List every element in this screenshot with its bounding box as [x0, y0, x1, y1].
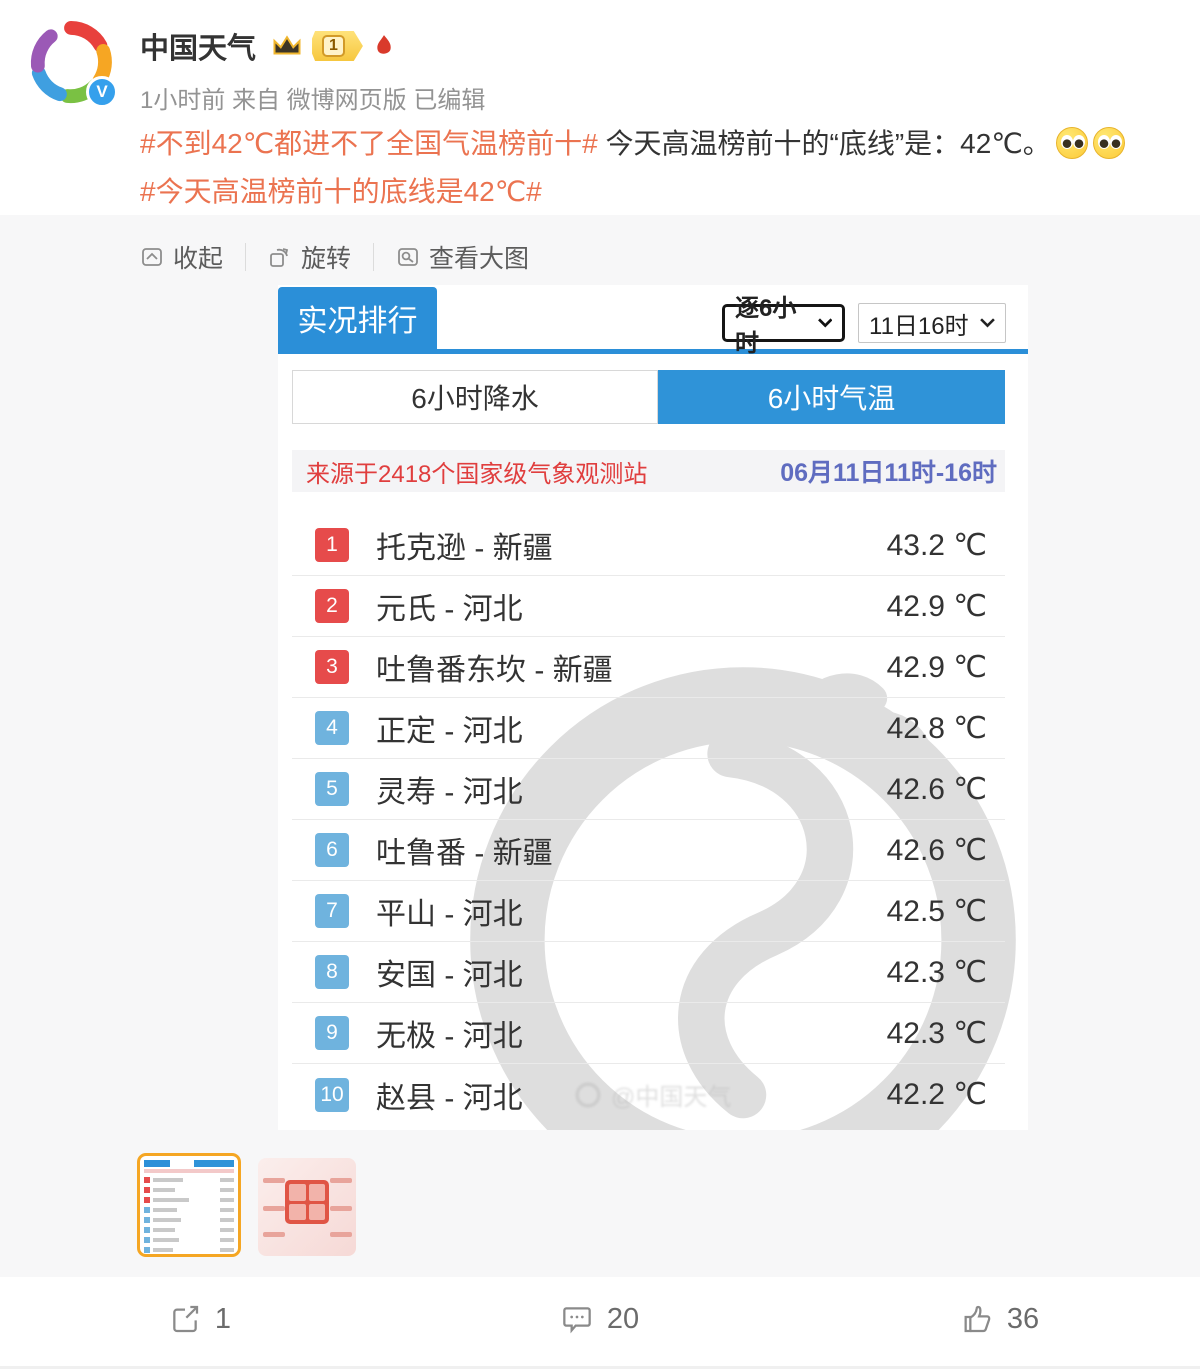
- table-row: 9 无极 - 河北 42.3 ℃: [292, 1003, 1005, 1064]
- metric-toggle: 6小时降水 6小时气温: [292, 370, 1005, 424]
- rank-badge: 5: [315, 772, 349, 806]
- action-bar: 1 20 36: [0, 1284, 1200, 1354]
- station-name: 赵县 - 河北: [376, 1081, 523, 1115]
- temperature-value: 42.8 ℃: [886, 711, 987, 745]
- collapse-button[interactable]: 收起: [140, 239, 223, 275]
- collapse-label: 收起: [173, 245, 224, 273]
- like-count: 36: [1006, 1302, 1040, 1335]
- temperature-value: 42.6 ℃: [886, 772, 987, 806]
- thumbnail-2[interactable]: [258, 1158, 356, 1256]
- chevron-down-icon: [980, 318, 995, 328]
- level-badge: 1: [312, 31, 363, 61]
- table-row: 3 吐鲁番东坎 - 新疆 42.9 ℃: [292, 637, 1005, 698]
- rank-badge: 10: [315, 1077, 349, 1112]
- toolbar-divider: [245, 243, 247, 271]
- station-name: 安国 - 河北: [376, 959, 523, 992]
- post-divider: [0, 1366, 1200, 1369]
- table-row: 8 安国 - 河北 42.3 ℃: [292, 942, 1005, 1003]
- toolbar-divider: [373, 243, 375, 271]
- table-row: 2 元氏 - 河北 42.9 ℃: [292, 576, 1005, 637]
- station-name: 正定 - 河北: [376, 715, 523, 748]
- post-body-text: 今天高温榜前十的“底线”是：42℃。: [605, 128, 1051, 159]
- rotate-button[interactable]: 旋转: [268, 239, 351, 275]
- tab-live-ranking[interactable]: 实况排行: [278, 287, 437, 349]
- post-meta[interactable]: 1小时前 来自 微博网页版 已编辑: [140, 87, 486, 114]
- table-row: 4 正定 - 河北 42.8 ℃: [292, 698, 1005, 759]
- rotate-icon: [270, 248, 289, 267]
- interval-select[interactable]: 逐6小时: [722, 295, 845, 357]
- rank-badge: 7: [315, 894, 349, 928]
- share-count: 1: [214, 1302, 232, 1335]
- interval-select-value: 逐6小时: [735, 295, 797, 357]
- temperature-value: 42.9 ℃: [886, 589, 987, 623]
- author-name[interactable]: 中国天气: [140, 33, 257, 65]
- rank-badge: 3: [315, 650, 349, 684]
- source-row: 来源于2418个国家级气象观测站 06月11日11时-16时: [292, 450, 1005, 492]
- data-source-label: 来源于2418个国家级气象观测站: [306, 460, 648, 488]
- thumbnail-1-selected[interactable]: [137, 1153, 241, 1257]
- verified-badge-icon: V: [86, 76, 118, 108]
- temperature-value: 42.9 ℃: [886, 650, 987, 684]
- rank-badge: 8: [315, 955, 349, 989]
- hashtag-link-1[interactable]: #不到42℃都进不了全国气温榜前十#: [140, 128, 598, 159]
- temperature-value: 42.6 ℃: [886, 833, 987, 867]
- table-row: 1 托克逊 - 新疆 43.2 ℃: [292, 515, 1005, 576]
- level-number: 1: [322, 35, 345, 57]
- post-text: #不到42℃都进不了全国气温榜前十# 今天高温榜前十的“底线”是：42℃。 #今…: [140, 120, 1190, 216]
- share-button[interactable]: 1: [0, 1284, 400, 1354]
- table-row: 6 吐鲁番 - 新疆 42.6 ℃: [292, 820, 1005, 881]
- time-period-label: 06月11日11时-16时: [780, 459, 997, 487]
- share-icon: [173, 1305, 199, 1333]
- temperature-value: 43.2 ℃: [886, 528, 987, 562]
- comment-count: 20: [606, 1302, 640, 1335]
- post-text-line1: #不到42℃都进不了全国气温榜前十# 今天高温榜前十的“底线”是：42℃。: [140, 120, 1190, 168]
- thumbs-up-icon: [964, 1305, 991, 1333]
- like-button[interactable]: 36: [800, 1284, 1200, 1354]
- table-row: 5 灵寿 - 河北 42.6 ℃: [292, 759, 1005, 820]
- view-large-label: 查看大图: [429, 245, 530, 273]
- hashtag-link-2[interactable]: #今天高温榜前十的底线是42℃#: [140, 176, 542, 207]
- view-large-button[interactable]: 查看大图: [396, 239, 529, 275]
- tab-temperature[interactable]: 6小时气温: [658, 370, 1005, 424]
- ranking-list: 1 托克逊 - 新疆 43.2 ℃ 2 元氏 - 河北 42.9 ℃ 3 吐鲁番…: [292, 515, 1005, 1125]
- rank-badge: 2: [315, 589, 349, 623]
- table-row: 7 平山 - 河北 42.5 ℃: [292, 881, 1005, 942]
- temperature-value: 42.2 ℃: [886, 1078, 987, 1111]
- crown-badge-icon: [273, 35, 301, 55]
- rotate-label: 旋转: [301, 245, 352, 273]
- table-row: 10 赵县 - 河北 42.2 ℃: [292, 1064, 1005, 1125]
- time-select-value: 11日16时: [869, 312, 969, 340]
- image-viewer: 收起 旋转 查看大图 实况排行 逐6小时 11日16时: [0, 215, 1200, 1277]
- temperature-value: 42.3 ℃: [886, 1016, 987, 1050]
- stare-emoji: [1092, 127, 1125, 159]
- stare-emoji: [1055, 127, 1088, 159]
- rank-badge: 6: [315, 833, 349, 867]
- station-name: 托克逊 - 新疆: [376, 532, 553, 565]
- station-name: 吐鲁番东坎 - 新疆: [376, 654, 613, 687]
- chevron-down-icon: [817, 318, 832, 328]
- time-select[interactable]: 11日16时: [858, 303, 1006, 343]
- temperature-value: 42.3 ℃: [886, 955, 987, 989]
- station-name: 无极 - 河北: [376, 1020, 523, 1053]
- station-name: 吐鲁番 - 新疆: [376, 837, 553, 870]
- collapse-icon: [142, 248, 162, 266]
- post-text-line2: #今天高温榜前十的底线是42℃#: [140, 168, 1190, 216]
- station-name: 元氏 - 河北: [376, 593, 523, 626]
- rank-badge: 4: [315, 711, 349, 745]
- station-name: 平山 - 河北: [376, 898, 523, 931]
- station-name: 灵寿 - 河北: [376, 776, 523, 809]
- rank-badge: 1: [315, 528, 349, 562]
- view-large-icon: [398, 248, 418, 266]
- image-toolbar: 收起 旋转 查看大图: [140, 239, 529, 275]
- weather-chart-image[interactable]: 实况排行 逐6小时 11日16时 6小时降水 6小时气温 来源于2418个国家级…: [278, 285, 1028, 1130]
- temperature-value: 42.5 ℃: [886, 894, 987, 928]
- comment-button[interactable]: 20: [400, 1284, 800, 1354]
- rank-badge: 9: [315, 1016, 349, 1050]
- thumbnail-2-seal: [285, 1180, 329, 1224]
- comment-icon: [563, 1307, 591, 1334]
- tab-underline: [278, 349, 1028, 354]
- tab-precipitation[interactable]: 6小时降水: [292, 370, 658, 424]
- honor-flame-icon: [377, 35, 391, 54]
